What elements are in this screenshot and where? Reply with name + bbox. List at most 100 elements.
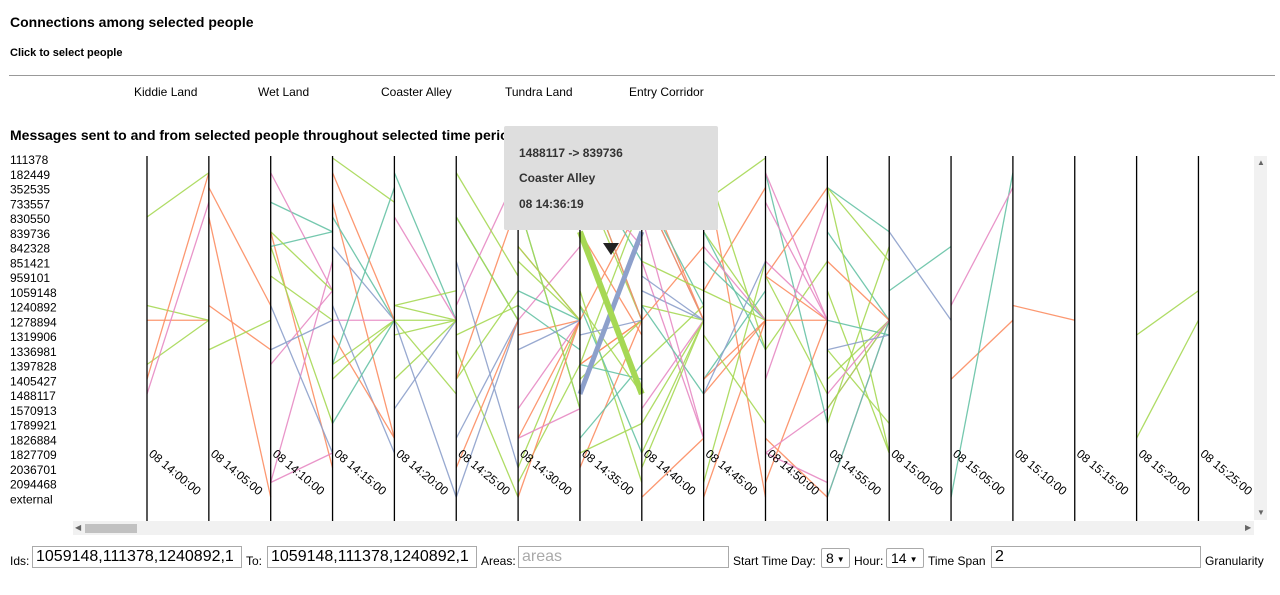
message-link[interactable] [826, 320, 890, 498]
to-input[interactable] [267, 546, 477, 568]
message-link[interactable] [270, 231, 333, 248]
message-link[interactable] [270, 305, 334, 454]
message-link[interactable] [764, 320, 828, 483]
message-link[interactable] [517, 319, 581, 336]
areas-input[interactable] [518, 546, 729, 568]
person-label[interactable]: 842328 [10, 242, 50, 256]
message-link[interactable] [270, 319, 333, 351]
message-link[interactable] [888, 231, 952, 321]
person-label[interactable]: 1826884 [10, 433, 57, 447]
message-link[interactable] [764, 201, 828, 321]
person-label[interactable]: 839736 [10, 227, 50, 241]
message-link[interactable] [331, 305, 395, 454]
message-link[interactable] [270, 231, 333, 292]
message-link[interactable] [703, 187, 767, 292]
message-link[interactable] [579, 319, 643, 469]
message-link[interactable] [331, 319, 395, 424]
message-link[interactable] [146, 319, 210, 366]
message-link[interactable] [827, 334, 890, 351]
message-link[interactable] [764, 202, 828, 380]
message-link[interactable] [331, 187, 396, 365]
message-link[interactable] [146, 172, 210, 218]
message-link[interactable] [703, 290, 767, 380]
message-link[interactable] [765, 275, 828, 321]
scroll-up-icon[interactable]: ▲ [1257, 158, 1265, 167]
message-link[interactable] [270, 201, 333, 233]
message-link[interactable] [826, 186, 890, 233]
message-link[interactable] [332, 319, 395, 380]
message-link[interactable] [517, 408, 581, 439]
message-link[interactable] [764, 275, 828, 395]
message-link[interactable] [1012, 304, 1075, 321]
message-link[interactable] [393, 320, 457, 498]
message-link[interactable] [208, 187, 272, 306]
message-link[interactable] [826, 319, 890, 380]
message-link[interactable] [703, 260, 767, 395]
scroll-down-icon[interactable]: ▼ [1257, 508, 1265, 517]
message-link[interactable] [579, 290, 643, 483]
time-span-input[interactable] [991, 546, 1201, 568]
day-select[interactable]: 8 ▼ [821, 548, 850, 568]
message-link[interactable] [703, 290, 766, 321]
message-link[interactable] [146, 172, 210, 380]
message-link[interactable] [703, 231, 767, 351]
message-link[interactable] [1136, 290, 1199, 336]
message-link[interactable] [270, 261, 334, 483]
message-link[interactable] [208, 304, 272, 351]
ids-input[interactable] [32, 546, 242, 568]
message-link[interactable] [455, 349, 519, 498]
person-label[interactable]: 959101 [10, 271, 50, 285]
message-link[interactable] [579, 422, 643, 454]
message-link[interactable] [950, 172, 1014, 498]
message-link[interactable] [579, 319, 643, 366]
message-link[interactable] [331, 216, 395, 321]
person-label[interactable]: 1488117 [10, 389, 56, 403]
message-link[interactable] [826, 319, 890, 410]
message-link[interactable] [455, 304, 519, 336]
message-link[interactable] [517, 319, 581, 410]
message-link[interactable] [579, 319, 642, 336]
message-link[interactable] [455, 202, 519, 380]
message-link[interactable] [826, 290, 890, 454]
message-link[interactable] [826, 260, 890, 321]
message-link[interactable] [641, 304, 704, 321]
message-link[interactable] [517, 319, 581, 439]
message-link[interactable] [393, 319, 457, 395]
person-label[interactable]: 1319906 [10, 330, 57, 344]
message-link[interactable] [455, 319, 519, 469]
message-link[interactable] [641, 319, 705, 469]
message-link[interactable] [826, 319, 890, 395]
message-link[interactable] [332, 319, 395, 366]
message-link[interactable] [146, 304, 210, 321]
message-link[interactable] [703, 320, 767, 498]
message-link[interactable] [764, 260, 828, 351]
person-label[interactable]: 1827709 [10, 448, 57, 462]
message-link-highlight[interactable] [577, 230, 645, 396]
message-link[interactable] [764, 172, 828, 321]
message-link[interactable] [332, 157, 395, 203]
person-label[interactable]: 1570913 [10, 404, 57, 418]
message-link[interactable] [826, 231, 890, 321]
message-link[interactable] [765, 408, 828, 454]
person-label[interactable]: 1405427 [10, 374, 57, 388]
person-label[interactable]: 830550 [10, 212, 50, 226]
message-link[interactable] [393, 172, 457, 321]
vertical-scrollbar[interactable]: ▲ ▼ [1254, 156, 1267, 520]
message-link[interactable] [331, 172, 395, 321]
message-link[interactable] [950, 187, 1014, 306]
message-link[interactable] [455, 320, 519, 498]
person-label[interactable]: 1397828 [10, 360, 57, 374]
person-label[interactable]: 733557 [10, 197, 50, 211]
message-link[interactable] [517, 319, 581, 469]
message-link[interactable] [764, 187, 828, 277]
message-link[interactable] [455, 290, 519, 380]
message-link[interactable] [270, 172, 334, 292]
scroll-right-icon[interactable]: ▶ [1245, 523, 1252, 532]
message-link[interactable] [641, 290, 704, 321]
message-link[interactable] [765, 452, 828, 484]
message-link[interactable] [455, 172, 519, 277]
message-link[interactable] [641, 437, 705, 498]
message-link[interactable] [393, 319, 457, 410]
message-link[interactable] [641, 216, 705, 439]
message-link[interactable] [394, 290, 457, 307]
